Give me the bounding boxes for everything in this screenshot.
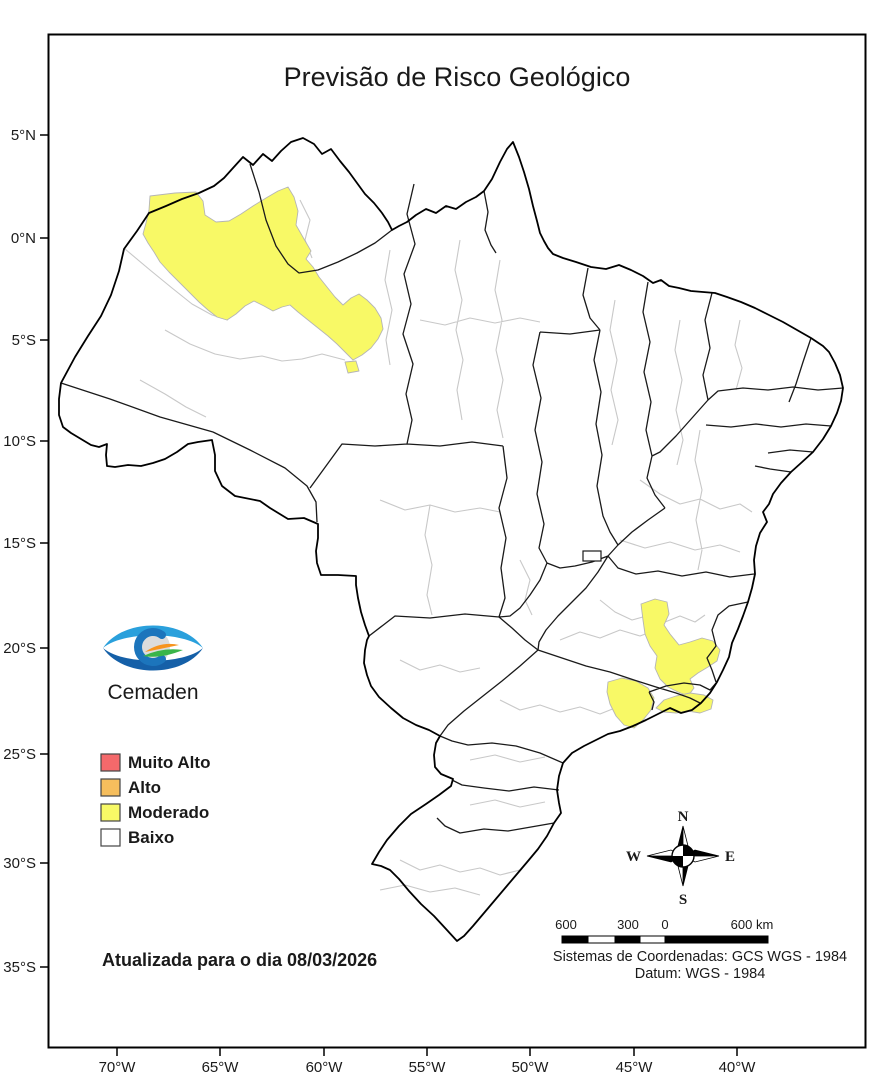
state-borders (60, 163, 844, 834)
scale-tick-label: 0 (661, 917, 668, 932)
risk-regions-moderado (142, 186, 721, 729)
scale-tick-label: 300 (617, 917, 639, 932)
scale-tick-label: 600 (555, 917, 577, 932)
map-frame (47, 33, 867, 1049)
lat-label: 35°S (3, 959, 36, 976)
compass-s: S (679, 892, 687, 908)
distrito-federal-outline (582, 550, 602, 562)
legend-item-muito-alto: Muito Alto (100, 753, 210, 772)
lon-label: 70°W (99, 1059, 137, 1076)
lat-label: 20°S (3, 640, 36, 657)
lat-label: 30°S (3, 855, 36, 872)
brazil-map (58, 137, 844, 942)
coordinate-system-note: Sistemas de Coordenadas: GCS WGS - 1984 … (553, 949, 847, 982)
cemaden-eye-icon (103, 625, 203, 671)
legend-swatch-muito-alto (100, 753, 121, 772)
risk-region-amazonas (142, 186, 384, 361)
legend-item-moderado: Moderado (100, 803, 209, 822)
scale-bar-segments (561, 935, 769, 944)
lon-label: 45°W (616, 1059, 654, 1076)
latitude-labels: 5°N 0°N 5°S 10°S 15°S 20°S 25°S 30°S 35°… (3, 127, 36, 976)
scale-bar: 600 300 0 600 km (555, 917, 774, 944)
lon-label: 60°W (306, 1059, 344, 1076)
lon-label: 55°W (409, 1059, 447, 1076)
risk-region-minas (640, 598, 721, 697)
lat-label: 5°S (12, 332, 36, 349)
lat-label: 5°N (11, 127, 36, 144)
legend-label: Moderado (128, 803, 209, 822)
longitude-axis (116, 1047, 738, 1056)
lat-label: 0°N (11, 230, 36, 247)
brazil-outline (58, 137, 844, 942)
compass-letters: N S E W (626, 809, 735, 908)
legend-swatch-moderado (100, 803, 121, 822)
cemaden-wordmark: Cemaden (107, 681, 198, 704)
coordinate-system-line: Sistemas de Coordenadas: GCS WGS - 1984 (553, 949, 847, 965)
lon-label: 40°W (719, 1059, 757, 1076)
legend-swatch-baixo (100, 828, 121, 847)
scale-tick-label: 600 km (731, 917, 774, 932)
lat-label: 25°S (3, 746, 36, 763)
compass-w: W (626, 849, 641, 865)
legend-item-alto: Alto (100, 778, 161, 797)
update-date-note: Atualizada para o dia 08/03/2026 (102, 950, 377, 970)
compass-e: E (725, 849, 735, 865)
risk-region-amazonas-tail (344, 360, 360, 374)
lat-label: 10°S (3, 433, 36, 450)
legend-swatch-alto (100, 778, 121, 797)
datum-line: Datum: WGS - 1984 (635, 966, 766, 982)
legend-label: Muito Alto (128, 753, 210, 772)
legend-item-baixo: Baixo (100, 828, 174, 847)
mesoregion-borders (124, 199, 753, 896)
legend-label: Alto (128, 778, 161, 797)
compass-n: N (678, 809, 689, 825)
lon-label: 65°W (202, 1059, 240, 1076)
latitude-axis (40, 134, 48, 968)
lat-label: 15°S (3, 535, 36, 552)
compass-rose-icon (646, 825, 720, 887)
risk-legend: Muito Alto Alto Moderado Baixo (100, 753, 210, 847)
map-title: Previsão de Risco Geológico (284, 62, 631, 92)
longitude-labels: 70°W 65°W 60°W 55°W 50°W 45°W 40°W (99, 1059, 757, 1076)
lon-label: 50°W (512, 1059, 550, 1076)
cemaden-logo: Cemaden (103, 625, 203, 704)
legend-label: Baixo (128, 828, 174, 847)
